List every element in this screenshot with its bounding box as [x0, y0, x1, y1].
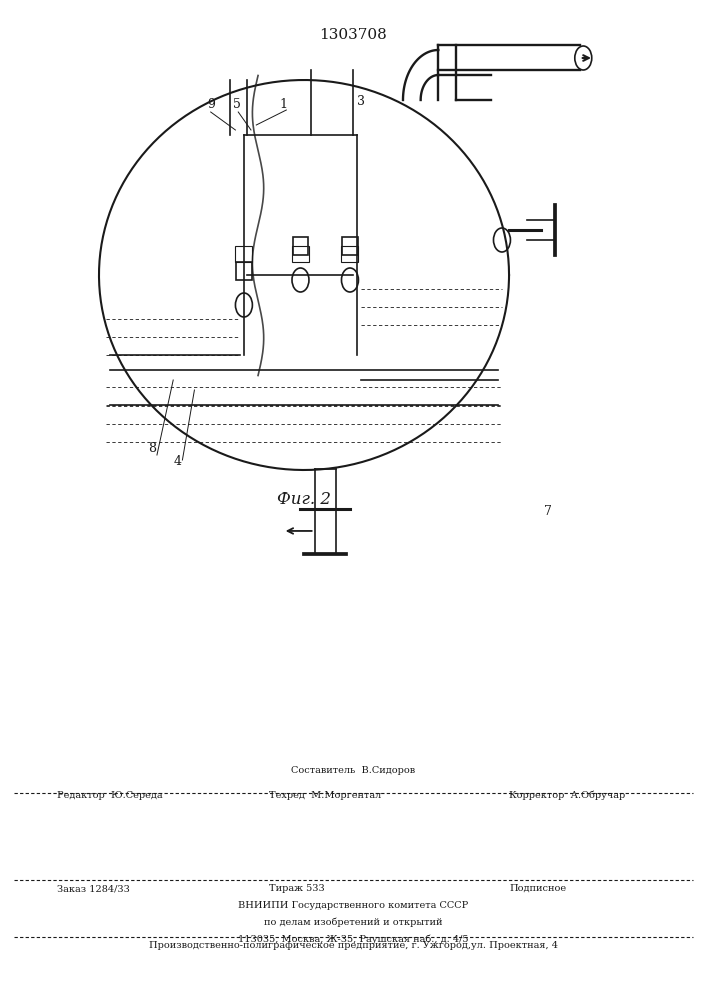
Text: Фиг. 2: Фиг. 2	[277, 491, 331, 508]
Text: Подписное: Подписное	[509, 884, 566, 893]
Text: Техред  М.Моргентал: Техред М.Моргентал	[269, 791, 381, 800]
Bar	[342, 237, 358, 255]
Text: 1303708: 1303708	[320, 28, 387, 42]
Text: Корректор  А.Обручар: Корректор А.Обручар	[509, 790, 625, 800]
Text: Редактор  Ю.Середа: Редактор Ю.Середа	[57, 791, 162, 800]
Text: 8: 8	[148, 442, 156, 455]
Text: Заказ 1284/33: Заказ 1284/33	[57, 884, 129, 893]
Bar	[236, 262, 252, 280]
Text: 5: 5	[233, 98, 241, 111]
Text: по делам изобретений и открытий: по делам изобретений и открытий	[264, 918, 443, 927]
Bar	[293, 237, 308, 255]
Bar	[341, 246, 358, 262]
Bar	[235, 246, 252, 262]
Text: 4: 4	[173, 455, 181, 468]
Text: 3: 3	[357, 95, 365, 108]
Text: 1: 1	[279, 98, 287, 111]
Text: 7: 7	[544, 505, 552, 518]
Bar	[292, 246, 309, 262]
Text: 113035, Москва, Ж-35, Раушская наб., д. 4/5: 113035, Москва, Ж-35, Раушская наб., д. …	[238, 934, 469, 944]
Text: Тираж 533: Тираж 533	[269, 884, 325, 893]
Text: 9: 9	[207, 98, 215, 111]
Text: Производственно-полиграфическое предприятие, г. Ужгород,ул. Проектная, 4: Производственно-полиграфическое предприя…	[149, 941, 558, 950]
Text: Составитель  В.Сидоров: Составитель В.Сидоров	[291, 766, 416, 775]
Text: ВНИИПИ Государственного комитета СССР: ВНИИПИ Государственного комитета СССР	[238, 901, 469, 910]
